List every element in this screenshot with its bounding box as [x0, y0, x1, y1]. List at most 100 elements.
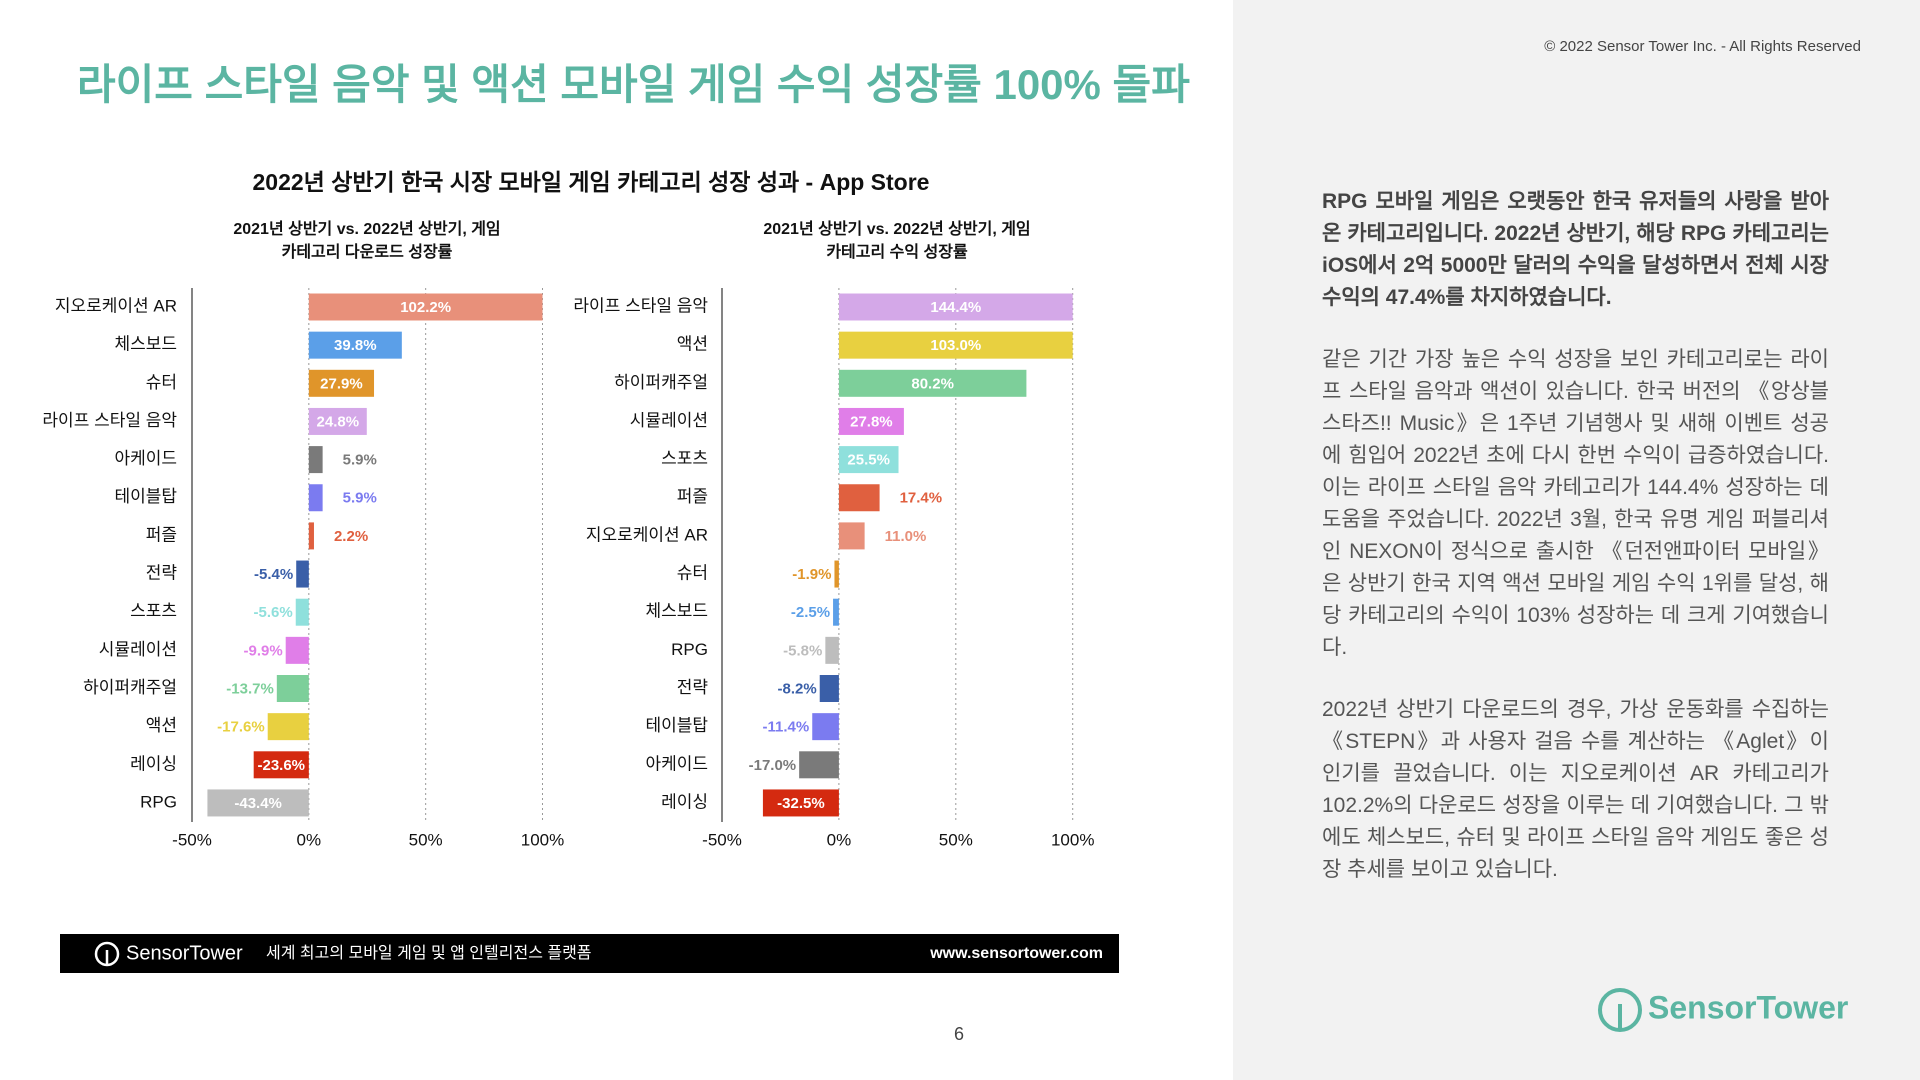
bar [308, 293, 543, 321]
footer-logo-icon [94, 941, 120, 967]
page-number: 6 [954, 1024, 964, 1044]
x-tick-label: 50% [409, 830, 443, 849]
x-tick-label: 50% [939, 830, 973, 849]
category-label: 스포츠 [130, 602, 177, 621]
paragraph: 같은 기간 가장 높은 수익 성장을 보인 카테고리로는 라이프 스타일 음악과… [1322, 348, 1829, 659]
value-label: 5.9% [343, 490, 377, 507]
slide-title: 라이프 스타일 음악 및 액션 모바일 게임 수익 성장률 100% 돌파 [77, 61, 1190, 108]
footer-brand: SensorTower [126, 942, 243, 964]
category-label: 체스보드 [114, 335, 177, 354]
bar [838, 293, 1073, 321]
bar [253, 751, 309, 779]
chart-subtitle: 카테고리 다운로드 성장률 [282, 243, 453, 261]
category-label: 액션 [677, 335, 708, 354]
bar [207, 789, 309, 817]
category-label: 슈터 [677, 564, 708, 583]
value-label: 27.9% [320, 375, 363, 392]
bar [308, 331, 402, 359]
category-label: 전략 [677, 678, 709, 697]
side-panel [1233, 0, 1920, 1080]
bar [308, 407, 367, 435]
x-tick-label: 100% [1051, 830, 1094, 849]
copyright: © 2022 Sensor Tower Inc. - All Rights Re… [1544, 38, 1861, 55]
bar [267, 713, 309, 741]
value-label: -43.4% [234, 795, 282, 812]
value-label: -13.7% [226, 680, 274, 697]
category-label: 테이블탑 [645, 716, 708, 735]
bar [838, 446, 899, 474]
bar [296, 560, 309, 588]
category-label: 액션 [146, 716, 177, 735]
bar [308, 446, 323, 474]
category-label: 하이퍼캐주얼 [614, 373, 708, 392]
bar [838, 331, 1073, 359]
category-label: 시뮬레이션 [99, 640, 177, 659]
chart-subtitle: 2021년 상반기 vs. 2022년 상반기, 게임 [233, 219, 500, 238]
bar [308, 522, 314, 550]
value-label: 102.2% [400, 299, 451, 316]
value-label: 39.8% [334, 337, 377, 354]
category-label: RPG [671, 640, 708, 659]
category-label: 아케이드 [645, 754, 708, 773]
bar [812, 713, 839, 741]
x-tick-label: 100% [521, 830, 564, 849]
x-tick-label: 0% [297, 830, 322, 849]
bar [838, 522, 865, 550]
x-tick-label: -50% [172, 830, 212, 849]
value-label: 144.4% [930, 299, 981, 316]
bar [825, 636, 839, 664]
value-label: -17.6% [217, 719, 265, 736]
bar [285, 636, 309, 664]
category-label: 테이블탑 [114, 487, 177, 506]
category-label: 레이싱 [130, 754, 177, 773]
category-label: 지오로케이션 AR [55, 296, 177, 315]
category-label: 아케이드 [114, 449, 177, 468]
bar [838, 369, 1027, 397]
bar [819, 675, 839, 702]
value-label: -11.4% [763, 719, 810, 736]
value-label: -17.0% [749, 757, 797, 774]
footer-bar [60, 934, 1119, 973]
value-label: -5.6% [254, 604, 293, 621]
value-label: 25.5% [847, 452, 890, 469]
category-label: 전략 [146, 564, 178, 583]
chart-subtitle: 카테고리 수익 성장률 [826, 242, 968, 261]
category-label: RPG [140, 792, 177, 811]
bar [799, 751, 839, 779]
x-tick-label: -50% [702, 830, 742, 849]
logo: SensorTower [1648, 989, 1848, 1025]
value-label: 80.2% [911, 375, 954, 392]
value-label: -9.9% [244, 642, 283, 659]
value-label: 103.0% [930, 337, 981, 354]
bar [838, 484, 880, 512]
chart-title: 2022년 상반기 한국 시장 모바일 게임 카테고리 성장 성과 - App … [253, 169, 930, 195]
category-label: 시뮬레이션 [630, 411, 708, 430]
value-label: 24.8% [317, 413, 360, 430]
category-label: 스포츠 [661, 449, 708, 468]
paragraph: 2022년 상반기 다운로드의 경우, 가상 운동화를 수집하는 《STEPN》… [1322, 698, 1829, 881]
bar [838, 407, 904, 435]
footer-url: www.sensortower.com [929, 945, 1103, 962]
value-label: -32.5% [777, 795, 825, 812]
bar [308, 484, 323, 512]
value-label: -1.9% [792, 566, 831, 583]
bar [295, 598, 309, 626]
chart-subtitle: 2021년 상반기 vs. 2022년 상반기, 게임 [763, 219, 1030, 238]
paragraph: RPG 모바일 게임은 오랫동안 한국 유저들의 사랑을 받아온 카테고리입니다… [1322, 190, 1829, 309]
value-label: -5.8% [783, 642, 822, 659]
x-tick-label: 0% [827, 830, 852, 849]
category-label: 라이프 스타일 음악 [42, 411, 177, 430]
value-label: -23.6% [257, 757, 305, 774]
value-label: 27.8% [850, 413, 893, 430]
category-label: 체스보드 [645, 602, 708, 621]
bar [834, 560, 839, 588]
bar [762, 789, 839, 817]
value-label: 17.4% [900, 490, 943, 507]
bar [276, 675, 309, 702]
value-label: -8.2% [778, 680, 817, 697]
value-label: -2.5% [791, 604, 830, 621]
footer-tagline: 세계 최고의 모바일 게임 및 앱 인텔리전스 플랫폼 [266, 944, 592, 962]
category-label: 슈터 [146, 373, 177, 392]
